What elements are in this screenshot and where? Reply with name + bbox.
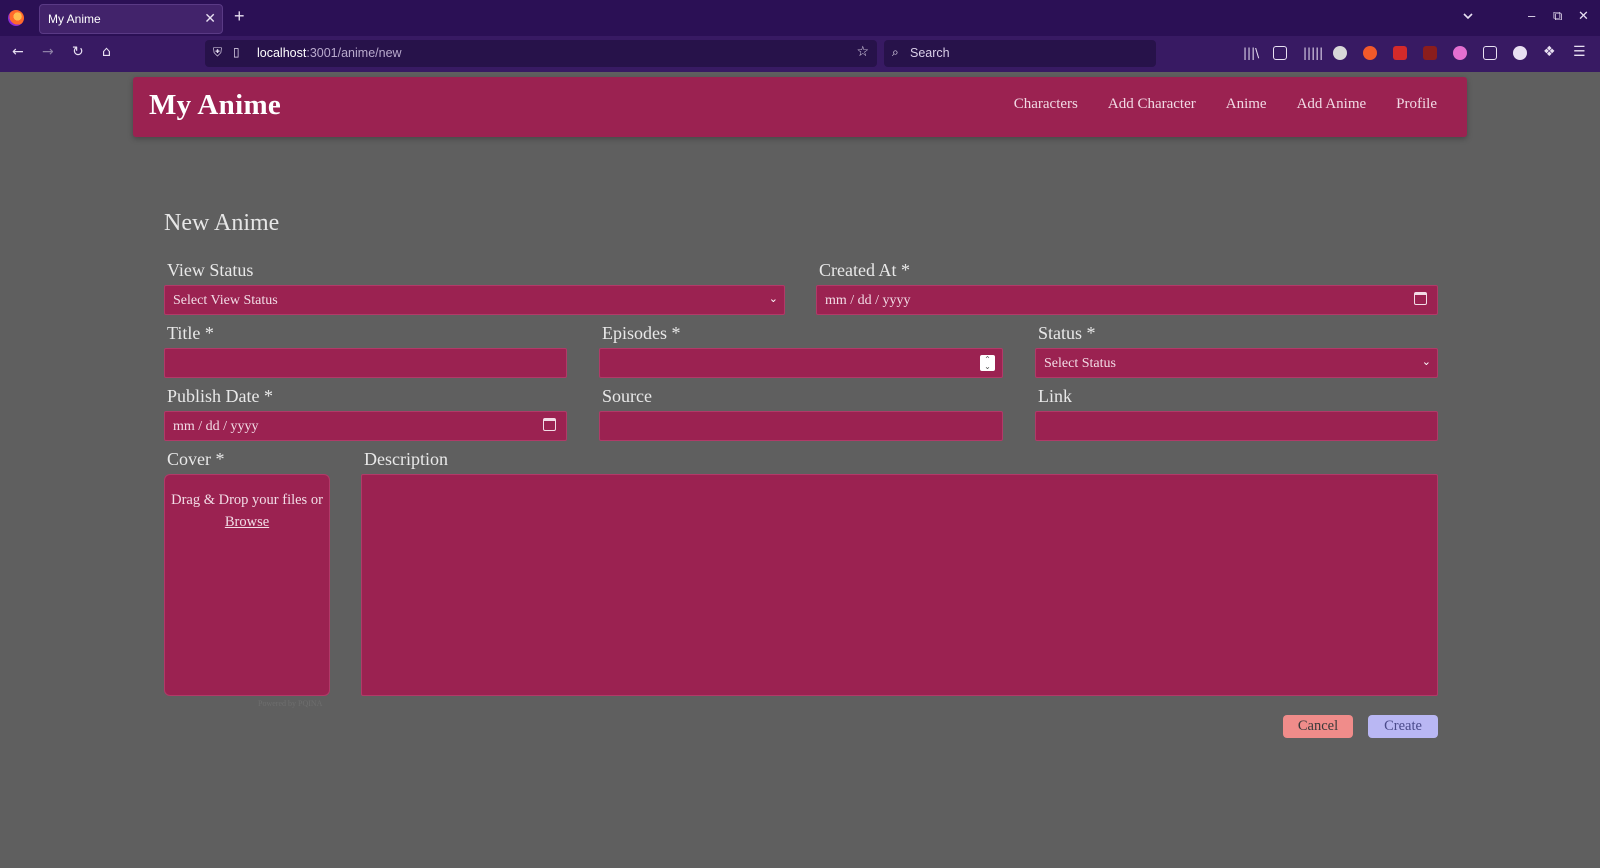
powered-by-text: Powered by PQINA xyxy=(258,699,323,708)
ublock-icon[interactable] xyxy=(1423,46,1437,60)
episodes-number-input[interactable]: ⌃ ⌄ xyxy=(599,348,1003,378)
title-label: Title * xyxy=(167,323,214,343)
extension-box-icon[interactable] xyxy=(1483,46,1497,60)
view-status-label: View Status xyxy=(167,260,254,280)
browser-tab[interactable]: My Anime ✕ xyxy=(39,4,223,34)
search-placeholder: Search xyxy=(910,46,950,60)
calendar-icon[interactable] xyxy=(1414,292,1427,305)
cover-dropzone[interactable]: Drag & Drop your files or Browse xyxy=(164,474,330,696)
new-tab-icon[interactable]: + xyxy=(234,6,245,26)
forward-icon[interactable]: → xyxy=(42,44,54,60)
status-label: Status * xyxy=(1038,323,1096,343)
extension-pink-icon[interactable] xyxy=(1453,46,1467,60)
home-icon[interactable]: ⌂ xyxy=(102,44,111,60)
url-host: localhost xyxy=(257,46,307,60)
url-path: :3001/anime/new xyxy=(306,46,402,60)
tab-title: My Anime xyxy=(48,12,101,26)
extension-ghost-icon[interactable] xyxy=(1333,46,1347,60)
view-status-placeholder: Select View Status xyxy=(173,293,278,308)
view-status-select[interactable]: Select View Status ⌄ xyxy=(164,285,785,315)
extension-fox-icon[interactable] xyxy=(1363,46,1377,60)
nav-profile[interactable]: Profile xyxy=(1396,96,1437,112)
link-input[interactable] xyxy=(1035,411,1438,441)
library-icon[interactable]: |||\ xyxy=(1243,46,1260,60)
minimize-icon[interactable]: – xyxy=(1528,8,1536,23)
dropzone-text: Drag & Drop your files or xyxy=(171,492,323,508)
cancel-button[interactable]: Cancel xyxy=(1283,715,1353,738)
restore-icon[interactable]: ⧉ xyxy=(1553,8,1563,23)
url-bar[interactable]: ⛨ ▯ localhost:3001/anime/new ☆ xyxy=(205,40,877,67)
status-placeholder: Select Status xyxy=(1044,356,1116,371)
browser-toolbar: ← → ↻ ⌂ ⛨ ▯ localhost:3001/anime/new ☆ ⌕… xyxy=(0,36,1600,72)
cover-label: Cover * xyxy=(167,449,225,469)
site-nav: Characters Add Character Anime Add Anime… xyxy=(1014,96,1437,113)
chevron-down-icon: ⌄ xyxy=(1421,355,1431,368)
page-icon: ▯ xyxy=(233,45,240,59)
menu-hamburger-icon[interactable]: ☰ xyxy=(1573,44,1586,60)
nav-anime[interactable]: Anime xyxy=(1225,96,1267,112)
publish-date-label: Publish Date * xyxy=(167,386,273,406)
extension-circle-icon[interactable] xyxy=(1513,46,1527,60)
page-title: New Anime xyxy=(164,210,280,236)
description-textarea[interactable] xyxy=(361,474,1438,696)
link-label: Link xyxy=(1038,386,1072,406)
back-icon[interactable]: ← xyxy=(12,44,24,60)
reload-icon[interactable]: ↻ xyxy=(72,44,84,60)
chevron-down-icon: ⌄ xyxy=(768,292,778,305)
window-close-icon[interactable]: ✕ xyxy=(1578,8,1589,23)
publish-date-placeholder: mm / dd / yyyy xyxy=(173,419,259,434)
description-label: Description xyxy=(364,449,448,469)
browse-link[interactable]: Browse xyxy=(224,514,270,530)
tab-close-icon[interactable]: ✕ xyxy=(204,10,216,26)
url-text[interactable]: localhost:3001/anime/new xyxy=(257,46,402,60)
sidebar-icon[interactable] xyxy=(1273,46,1287,60)
nav-characters[interactable]: Characters xyxy=(1013,96,1078,112)
tab-list-chevron-icon[interactable] xyxy=(1462,10,1474,22)
created-at-date-input[interactable]: mm / dd / yyyy xyxy=(816,285,1438,315)
number-spinner-icon[interactable]: ⌃ ⌄ xyxy=(980,355,995,371)
title-input[interactable] xyxy=(164,348,567,378)
source-label: Source xyxy=(602,386,652,406)
publish-date-input[interactable]: mm / dd / yyyy xyxy=(164,411,567,441)
nav-add-character[interactable]: Add Character xyxy=(1107,96,1196,112)
bookmark-star-icon[interactable]: ☆ xyxy=(856,44,869,60)
search-bar[interactable]: ⌕ Search xyxy=(884,40,1156,67)
site-title[interactable]: My Anime xyxy=(149,89,282,121)
created-at-label: Created At * xyxy=(819,260,910,280)
status-select[interactable]: Select Status ⌄ xyxy=(1035,348,1438,378)
firefox-logo-icon xyxy=(8,10,24,26)
shield-icon[interactable]: ⛨ xyxy=(213,45,223,59)
created-at-placeholder: mm / dd / yyyy xyxy=(825,293,911,308)
episodes-label: Episodes * xyxy=(602,323,681,343)
extension-red-icon[interactable] xyxy=(1393,46,1407,60)
extensions-puzzle-icon[interactable]: ❖ xyxy=(1543,44,1556,60)
search-icon: ⌕ xyxy=(892,45,899,59)
nav-add-anime[interactable]: Add Anime xyxy=(1296,96,1367,112)
source-input[interactable] xyxy=(599,411,1003,441)
bars-icon[interactable]: ||||| xyxy=(1303,46,1324,60)
site-header: My Anime Characters Add Character Anime … xyxy=(133,77,1467,137)
browser-tab-bar: My Anime ✕ + – ⧉ ✕ xyxy=(0,0,1600,36)
create-button[interactable]: Create xyxy=(1368,715,1438,738)
calendar-icon[interactable] xyxy=(543,418,556,431)
